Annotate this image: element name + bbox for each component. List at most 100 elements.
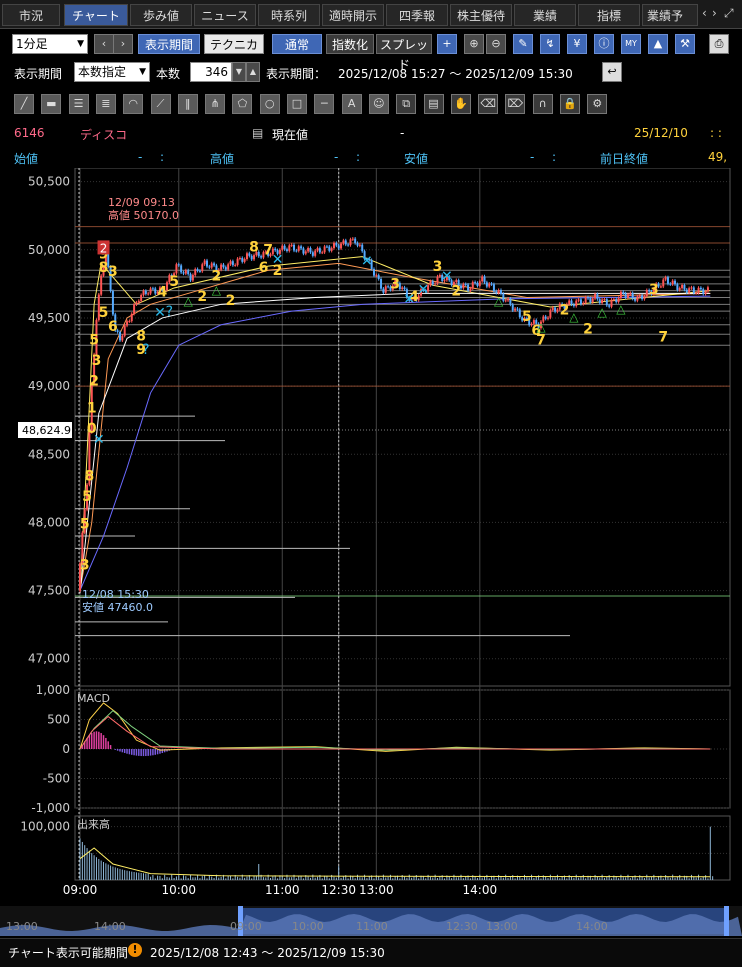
- macd-tick-label: 500: [47, 713, 70, 727]
- candle-body: [365, 259, 368, 261]
- count-down-icon[interactable]: ▼: [232, 62, 246, 82]
- candle-body: [118, 331, 121, 341]
- high-value: -: [334, 150, 339, 164]
- doc-tool-icon[interactable]: ▤: [423, 94, 444, 114]
- tab-news[interactable]: ニュース: [194, 4, 256, 26]
- zoom-out-icon[interactable]: ⊖: [486, 34, 506, 54]
- tab-indicators[interactable]: 指標: [578, 4, 640, 26]
- tab-timeseries[interactable]: 時系列: [258, 4, 320, 26]
- icon-tool-icon[interactable]: ☺: [368, 94, 389, 114]
- wave-label: 8: [85, 469, 95, 485]
- candle-body: [674, 280, 677, 285]
- count-up-icon[interactable]: ▲: [246, 62, 260, 82]
- candle-body: [314, 250, 317, 256]
- open-time: :: [160, 150, 165, 164]
- index-button[interactable]: 指数化: [326, 34, 374, 54]
- wave-label: 9: [99, 247, 109, 263]
- fib-tool-icon[interactable]: ≣: [95, 94, 116, 114]
- tab-disclosure[interactable]: 適時開示: [322, 4, 384, 26]
- tab-prev-icon[interactable]: ‹: [702, 6, 707, 20]
- candle-body: [358, 244, 361, 246]
- expand-icon[interactable]: ⤢: [724, 6, 734, 20]
- tab-chart[interactable]: チャート: [64, 4, 128, 26]
- navigator-area: [0, 914, 742, 936]
- area-chart-icon[interactable]: ▲: [648, 34, 668, 54]
- trend-icon[interactable]: ↯: [540, 34, 560, 54]
- hand-tool-icon[interactable]: ✋: [450, 94, 471, 114]
- tab-forecast[interactable]: 業績予: [642, 4, 698, 26]
- hline-tool-icon[interactable]: ─: [314, 94, 335, 114]
- price-chart[interactable]: 50,500 50,000 49,500 49,000 48,500 48,000 47,5…: [0, 168, 742, 958]
- zoom-in-icon[interactable]: ⊕: [464, 34, 484, 54]
- eraser2-tool-icon[interactable]: ⌦: [505, 94, 526, 114]
- copy-tool-icon[interactable]: ⧉: [396, 94, 417, 114]
- wave-label: 6: [531, 323, 541, 339]
- wave-label: 8: [249, 240, 259, 256]
- fan-tool-icon[interactable]: ⟋: [150, 94, 171, 114]
- candle-body: [617, 297, 620, 303]
- hlines-tool-icon[interactable]: ☰: [68, 94, 89, 114]
- period-button[interactable]: 表示期間: [138, 34, 200, 54]
- candle-body: [551, 307, 554, 311]
- candle-body: [151, 288, 154, 290]
- my-indicator-icon[interactable]: MY: [621, 34, 641, 54]
- candle-body: [683, 285, 686, 290]
- circle-tool-icon[interactable]: ○: [259, 94, 280, 114]
- count-input[interactable]: 346: [190, 62, 232, 82]
- add-icon[interactable]: +: [437, 34, 457, 54]
- info-icon[interactable]: ⓘ: [594, 34, 614, 54]
- yen-icon[interactable]: ¥: [567, 34, 587, 54]
- period-mode-select[interactable]: 本数指定 ▼: [74, 62, 150, 82]
- candle-body: [335, 243, 338, 246]
- candle-body: [452, 282, 455, 286]
- high-value-annotation: 高値 50170.0: [108, 208, 179, 222]
- interval-select[interactable]: 1分足 ▼: [12, 34, 88, 54]
- tab-benefits[interactable]: 株主優待: [450, 4, 512, 26]
- rect-tool-icon[interactable]: □: [287, 94, 307, 114]
- wave-label: 2: [273, 263, 283, 279]
- prev-button[interactable]: ‹: [94, 34, 114, 54]
- magnet-tool-icon[interactable]: ∩: [532, 94, 553, 114]
- wave-label: 5: [99, 305, 109, 321]
- candle-body: [514, 308, 517, 311]
- candle-body: [652, 288, 655, 295]
- arc-tool-icon[interactable]: ◠: [123, 94, 144, 114]
- wrench-icon[interactable]: ⚒: [675, 34, 695, 54]
- technical-button[interactable]: テクニカル: [204, 34, 264, 72]
- normal-button[interactable]: 通常: [272, 34, 322, 54]
- undo-icon[interactable]: ↩: [602, 62, 622, 82]
- candle-body: [692, 287, 695, 293]
- pen-icon[interactable]: ✎: [513, 34, 533, 54]
- wave-label: 2: [583, 321, 593, 337]
- tab-market[interactable]: 市況: [2, 4, 60, 26]
- gear-tool-icon[interactable]: ⚙: [587, 94, 608, 114]
- navigator-left-handle[interactable]: [238, 906, 243, 936]
- wave-label: 3: [649, 282, 659, 298]
- tab-tape[interactable]: 歩み値: [130, 4, 192, 26]
- vlines-tool-icon[interactable]: ‖: [177, 94, 198, 114]
- wave-label: 5: [80, 516, 90, 532]
- triangle-signal-icon: △: [212, 283, 222, 297]
- line-tool-icon[interactable]: ╱: [14, 94, 34, 114]
- lock-tool-icon[interactable]: 🔒: [560, 94, 580, 114]
- ruler-tool-icon[interactable]: ▬: [41, 94, 62, 114]
- candle-body: [370, 260, 373, 270]
- pentagon-tool-icon[interactable]: ⬠: [232, 94, 253, 114]
- next-button[interactable]: ›: [113, 34, 133, 54]
- eraser-tool-icon[interactable]: ⌫: [478, 94, 499, 114]
- cross-signal-icon: ✕: [272, 252, 284, 268]
- spread-button[interactable]: スプレッド: [376, 34, 432, 72]
- current-label: 現在値: [272, 128, 309, 142]
- navigator-right-handle[interactable]: [724, 906, 729, 936]
- candle-body: [417, 295, 420, 301]
- candle-body: [455, 280, 458, 283]
- print-icon[interactable]: ⎙: [709, 34, 729, 54]
- tab-next-icon[interactable]: ›: [712, 6, 717, 20]
- pitchfork-tool-icon[interactable]: ⋔: [205, 94, 226, 114]
- tab-shikiho[interactable]: 四季報: [386, 4, 448, 26]
- candle-body: [337, 245, 340, 249]
- candle-body: [166, 282, 169, 290]
- candle-body: [88, 432, 91, 485]
- text-tool-icon[interactable]: A: [341, 94, 362, 114]
- tab-results[interactable]: 業績: [514, 4, 576, 26]
